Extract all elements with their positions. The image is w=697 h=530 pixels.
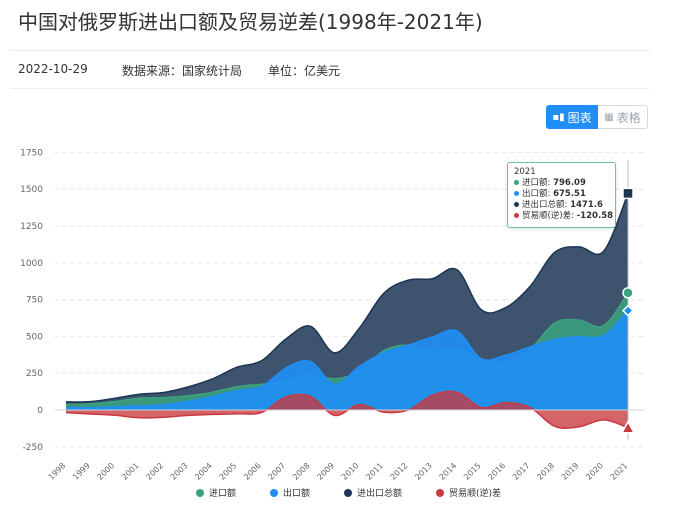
tooltip-export-label: 出口额: (522, 189, 551, 199)
x-tick-label: 2010 (340, 461, 361, 480)
y-tick-label: 1750 (20, 148, 43, 158)
x-tick-label: 2001 (120, 461, 141, 480)
tooltip-row-balance: 贸易顺(逆)差: -120.58 (514, 211, 613, 222)
unit-label: 单位：亿美元 (268, 64, 341, 78)
y-tick-label: 1250 (20, 222, 43, 232)
total-marker (622, 187, 634, 200)
export-dot (514, 191, 519, 196)
x-tick-label: 2015 (462, 461, 483, 480)
x-tick-label: 2008 (291, 461, 312, 480)
legend-import-marker (195, 488, 204, 497)
legend-item-import[interactable]: 进口额 (195, 486, 236, 499)
page-title: 中国对俄罗斯进出口额及贸易逆差(1998年-2021年) (18, 10, 483, 34)
legend-export-marker (269, 488, 278, 497)
legend-item-balance[interactable]: 贸易顺(逆)差 (436, 486, 501, 499)
y-tick-label: 500 (26, 332, 43, 342)
total-dot (514, 202, 519, 207)
x-tick-label: 2011 (364, 461, 385, 480)
y-tick-label: -250 (23, 443, 44, 453)
x-tick-label: 2013 (413, 461, 434, 480)
x-tick-label: 2018 (535, 461, 556, 480)
chart-legend: 进口额 出口额 进出口总额 贸易顺(逆)差 (0, 486, 697, 499)
x-tick-label: 2021 (609, 461, 630, 480)
balance-marker (620, 420, 636, 434)
y-tick-label: 1000 (20, 259, 43, 269)
legend-total-marker (343, 488, 352, 497)
x-tick-label: 2019 (560, 461, 581, 480)
title-divider (10, 50, 650, 51)
x-tick-label: 2005 (218, 461, 239, 480)
bar-chart-icon: ▪▮ (552, 111, 565, 123)
tooltip-import-label: 进口额: (522, 178, 551, 188)
y-tick-label: 0 (37, 406, 43, 416)
x-tick-label: 2006 (242, 461, 263, 480)
import-dot (514, 180, 519, 185)
tooltip-import-value: 796.09 (553, 178, 586, 188)
export-marker (621, 304, 635, 317)
x-tick-label: 2009 (315, 461, 336, 480)
tooltip-row-import: 进口额: 796.09 (514, 178, 609, 189)
x-tick-label: 2003 (169, 461, 190, 480)
tooltip-row-total: 进出口总额: 1471.6 (514, 200, 609, 211)
x-tick-label: 2007 (267, 461, 288, 480)
balance-dot (514, 213, 519, 218)
legend-import-label: 进口额 (208, 489, 236, 499)
data-source: 数据来源：国家统计局 (122, 64, 243, 78)
tooltip-balance-label: 贸易顺(逆)差: (522, 211, 574, 221)
chart-view-button[interactable]: ▪▮ 图表 (546, 105, 598, 129)
x-tick-label: 2017 (511, 461, 532, 480)
table-view-label: 表格 (616, 110, 641, 125)
x-tick-label: 2020 (584, 461, 605, 480)
legend-total-label: 进出口总额 (356, 489, 402, 499)
legend-balance-marker (436, 488, 444, 497)
y-tick-label: 1500 (20, 185, 43, 195)
import-marker (622, 287, 634, 299)
total-line (65, 193, 629, 403)
export-area (66, 310, 628, 410)
chart-view-label: 图表 (567, 110, 592, 125)
table-icon: ▦ (604, 111, 614, 123)
x-tick-label: 1998 (47, 461, 68, 480)
x-tick-label: 2002 (144, 461, 165, 480)
x-tick-label: 2012 (389, 461, 410, 480)
tooltip: 2021 进口额: 796.09 出口额: 675.51 进出口总额: 1471… (507, 162, 616, 228)
export-line (65, 310, 629, 409)
tooltip-total-value: 1471.6 (570, 200, 603, 210)
x-tick-label: 2014 (438, 461, 459, 480)
legend-export-label: 出口额 (282, 489, 310, 499)
x-tick-label: 2004 (193, 461, 214, 480)
table-view-button[interactable]: ▦ 表格 (598, 105, 648, 129)
total-area (66, 193, 628, 410)
tooltip-total-label: 进出口总额: (522, 200, 568, 210)
x-tick-label: 1999 (71, 461, 92, 480)
balance-line (65, 390, 629, 429)
x-tick-label: 2016 (486, 461, 507, 480)
y-tick-label: 250 (26, 369, 43, 379)
tooltip-row-export: 出口额: 675.51 (514, 189, 609, 200)
publish-date: 2022-10-29 (18, 62, 88, 76)
tooltip-year: 2021 (514, 167, 536, 177)
tooltip-balance-value: -120.58 (576, 211, 614, 221)
y-tick-label: 750 (26, 296, 43, 306)
tooltip-export-value: 675.51 (553, 189, 586, 199)
meta-divider (10, 88, 650, 89)
x-tick-label: 2000 (96, 461, 117, 480)
legend-item-export[interactable]: 出口额 (269, 486, 310, 499)
legend-balance-label: 贸易顺(逆)差 (449, 489, 502, 499)
legend-item-total[interactable]: 进出口总额 (343, 486, 402, 499)
